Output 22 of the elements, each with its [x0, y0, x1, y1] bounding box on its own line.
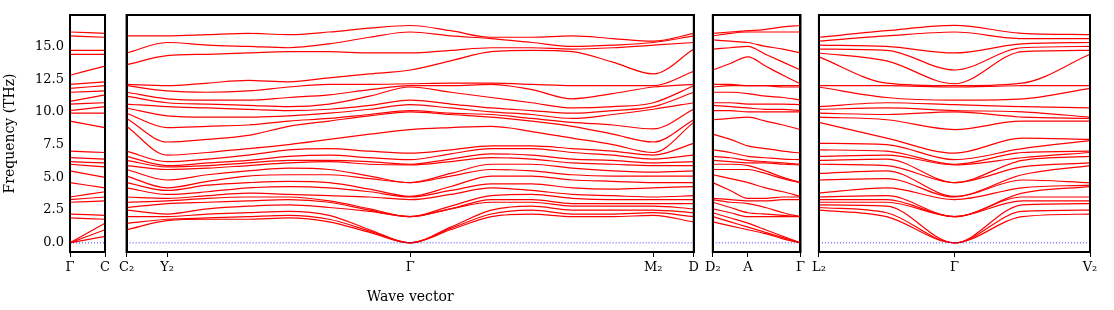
y-axis-title: Frequency (THz) [1, 73, 18, 194]
x-tick-label: M₂ [644, 259, 663, 275]
x-tick-label: C [100, 259, 111, 275]
y-tick-label: 15.0 [35, 37, 64, 53]
x-tick-label: Γ [405, 259, 415, 275]
y-tick-label: 0.0 [43, 234, 64, 250]
x-tick-label: V₂ [1081, 259, 1098, 275]
x-tick-label: Y₂ [159, 259, 174, 275]
y-tick-label: 10.0 [35, 103, 64, 119]
x-tick-label: Γ [65, 259, 75, 275]
x-tick-label: Γ [949, 259, 959, 275]
y-tick-label: 12.5 [35, 70, 64, 86]
x-tick-label: D₂ [705, 259, 721, 275]
y-tick-label: 7.5 [43, 136, 64, 151]
x-tick-label: A [742, 259, 754, 275]
x-tick-label: Γ [795, 259, 806, 275]
x-tick-label: D [688, 259, 700, 275]
x-tick-label: C₂ [118, 259, 135, 275]
y-tick-label: 2.5 [43, 201, 64, 217]
y-tick-label: 5.0 [43, 168, 64, 184]
x-axis-title: Wave vector [366, 288, 454, 305]
x-tick-label: L₂ [811, 259, 826, 275]
